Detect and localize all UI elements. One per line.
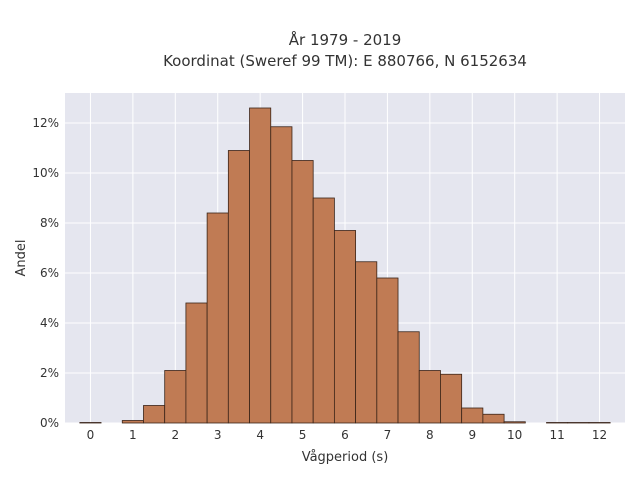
histogram-bar (376, 277, 399, 424)
x-tick-label: 3 (214, 428, 222, 442)
histogram-bar (588, 422, 611, 424)
histogram-bar (143, 405, 166, 424)
histogram-bar (461, 407, 484, 424)
y-tick-label: 6% (40, 266, 59, 280)
y-tick-label: 10% (32, 166, 59, 180)
y-tick-label: 12% (32, 116, 59, 130)
x-tick-label: 4 (256, 428, 264, 442)
histogram-bar (249, 107, 272, 424)
histogram-bar (567, 422, 590, 424)
histogram-bars (79, 107, 611, 424)
histogram-bar (164, 370, 187, 424)
histogram-bar (546, 422, 569, 424)
chart-title-line-2: Koordinat (Sweref 99 TM): E 880766, N 61… (163, 52, 527, 70)
histogram-bar (291, 160, 314, 424)
chart-title-line-1: År 1979 - 2019 (289, 30, 402, 49)
y-axis-ticks: 0% 2% 4% 6% 8% 10% 12% (32, 116, 59, 430)
y-tick-label: 0% (40, 416, 59, 430)
histogram-bar (270, 126, 293, 424)
histogram-bar (355, 261, 378, 424)
histogram-bar (418, 370, 441, 424)
histogram-bar (312, 197, 335, 424)
histogram-bar (482, 413, 505, 424)
x-axis-label: Vågperiod (s) (302, 450, 389, 465)
histogram-bar (206, 212, 229, 424)
histogram-bar (333, 230, 357, 424)
y-axis-label: Andel (14, 240, 29, 277)
histogram-bar (79, 422, 102, 424)
x-tick-label: 5 (299, 428, 307, 442)
histogram-bar (440, 373, 463, 424)
y-tick-label: 4% (40, 316, 59, 330)
x-axis-ticks: 0 1 2 3 4 5 6 7 8 9 10 11 12 (87, 428, 608, 442)
y-tick-label: 2% (40, 366, 59, 380)
x-tick-label: 8 (426, 428, 434, 442)
x-tick-label: 12 (592, 428, 607, 442)
x-tick-label: 10 (507, 428, 522, 442)
histogram-bar (503, 421, 526, 424)
x-tick-label: 2 (171, 428, 179, 442)
histogram-bar (121, 420, 144, 424)
x-tick-label: 7 (384, 428, 392, 442)
x-tick-label: 9 (468, 428, 476, 442)
histogram-bar (185, 302, 208, 424)
histogram-bar (397, 331, 420, 424)
x-tick-label: 1 (129, 428, 137, 442)
x-tick-label: 0 (87, 428, 95, 442)
histogram-bar (227, 150, 250, 424)
x-tick-label: 11 (549, 428, 564, 442)
y-tick-label: 8% (40, 216, 59, 230)
x-tick-label: 6 (341, 428, 349, 442)
